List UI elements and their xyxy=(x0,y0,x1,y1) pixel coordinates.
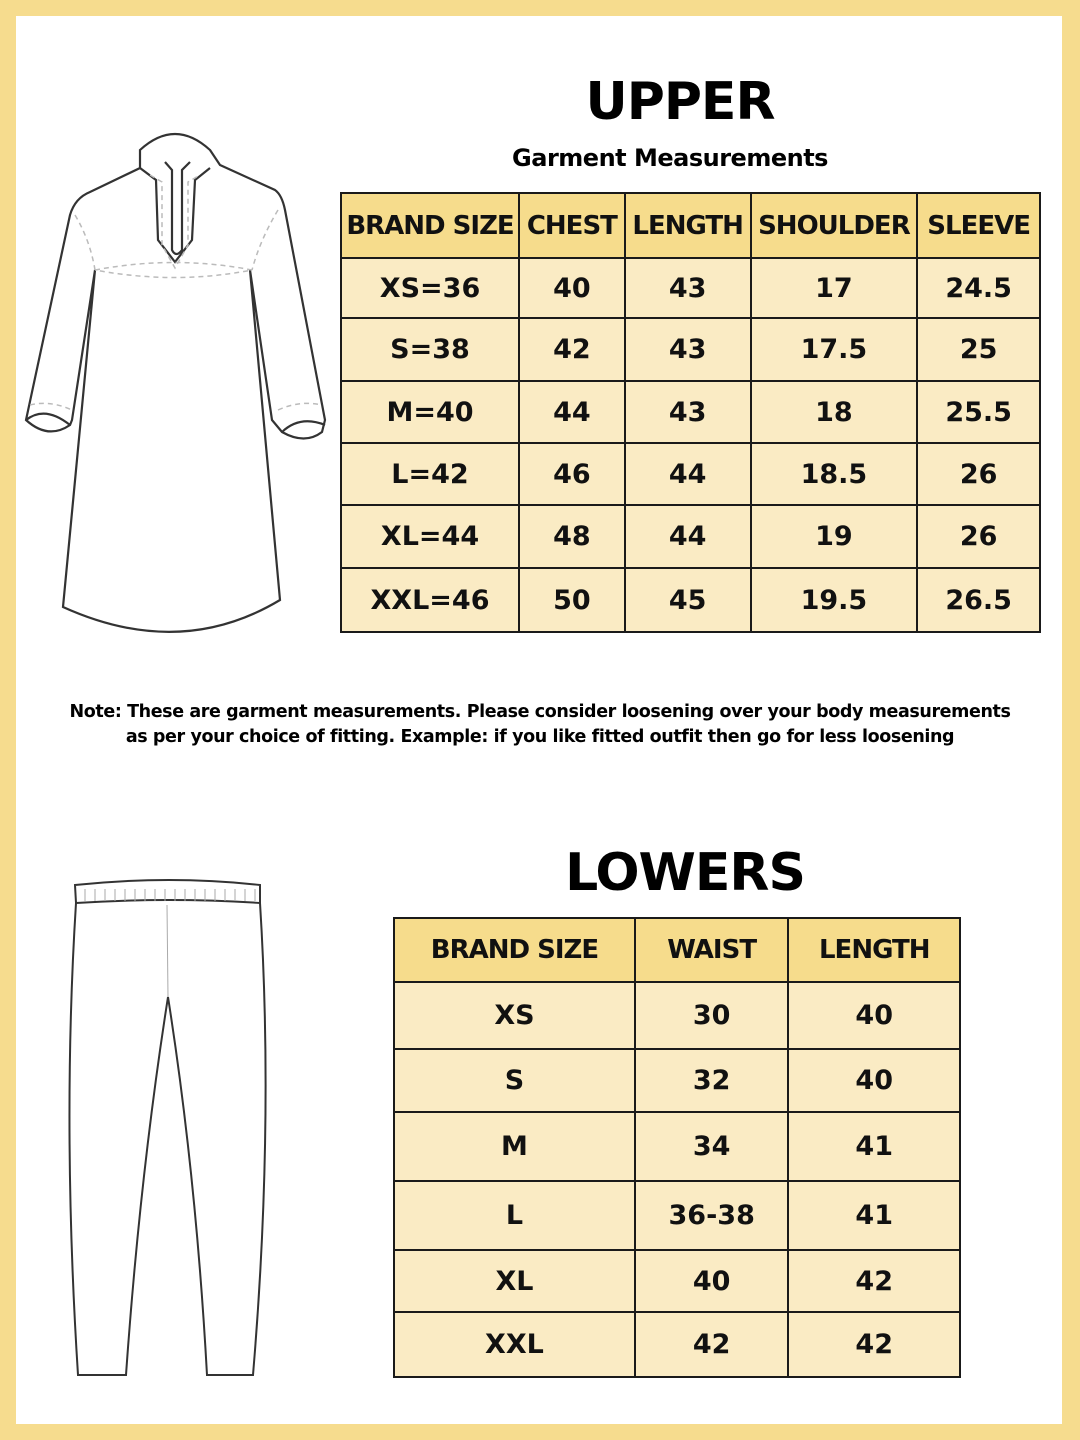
cell: 42 xyxy=(518,317,626,382)
header-sleeve: SLEEVE xyxy=(916,192,1041,259)
cell: 46 xyxy=(518,442,626,506)
cell: 41 xyxy=(787,1180,961,1251)
cell: 36-38 xyxy=(633,1180,790,1251)
measurement-note: Note: These are garment measurements. Pl… xyxy=(40,700,1040,750)
cell: 42 xyxy=(633,1311,790,1378)
header-length: LENGTH xyxy=(787,917,961,983)
cell: 17 xyxy=(749,257,919,319)
cell: S xyxy=(393,1048,636,1113)
cell: XS xyxy=(393,981,636,1050)
cell: 45 xyxy=(623,567,752,633)
cell: 42 xyxy=(787,1249,961,1313)
header-waist: WAIST xyxy=(633,917,790,983)
table-row: XS=36 40 43 17 24.5 xyxy=(340,257,1041,319)
header-shoulder: SHOULDER xyxy=(749,192,919,259)
cell: 44 xyxy=(518,380,626,444)
cell: 25.5 xyxy=(916,380,1041,444)
cell: 44 xyxy=(623,504,752,569)
cell: 34 xyxy=(633,1111,790,1182)
lowers-size-table: BRAND SIZE WAIST LENGTH XS 30 40 S 32 40 M 34… xyxy=(393,917,961,1378)
cell: M=40 xyxy=(340,380,520,444)
cell: 26.5 xyxy=(916,567,1041,633)
header-length: LENGTH xyxy=(623,192,752,259)
cell: XXL xyxy=(393,1311,636,1378)
cell: L xyxy=(393,1180,636,1251)
cell: 18.5 xyxy=(749,442,919,506)
cell: 41 xyxy=(787,1111,961,1182)
cell: S=38 xyxy=(340,317,520,382)
kurta-illustration xyxy=(24,132,327,633)
cell: 24.5 xyxy=(916,257,1041,319)
cell: 26 xyxy=(916,504,1041,569)
table-row: M=40 44 43 18 25.5 xyxy=(340,380,1041,444)
table-row: XL=44 48 44 19 26 xyxy=(340,504,1041,569)
cell: 19 xyxy=(749,504,919,569)
upper-size-table: BRAND SIZE CHEST LENGTH SHOULDER SLEEVE … xyxy=(340,192,1041,633)
cell: XS=36 xyxy=(340,257,520,319)
header-brand-size: BRAND SIZE xyxy=(340,192,520,259)
cell: 42 xyxy=(787,1311,961,1378)
cell: 50 xyxy=(518,567,626,633)
cell: XXL=46 xyxy=(340,567,520,633)
lowers-title: LOWERS xyxy=(565,843,806,903)
table-row: S=38 42 43 17.5 25 xyxy=(340,317,1041,382)
cell: 44 xyxy=(623,442,752,506)
cell: 17.5 xyxy=(749,317,919,382)
cell: 43 xyxy=(623,257,752,319)
upper-subtitle: Garment Measurements xyxy=(512,144,828,172)
cell: 25 xyxy=(916,317,1041,382)
cell: 48 xyxy=(518,504,626,569)
cell: 32 xyxy=(633,1048,790,1113)
note-line-2: as per your choice of fitting. Example: … xyxy=(125,727,955,747)
cell: 40 xyxy=(518,257,626,319)
cell: L=42 xyxy=(340,442,520,506)
table-row: XXL=46 50 45 19.5 26.5 xyxy=(340,567,1041,633)
cell: 43 xyxy=(623,317,752,382)
pants-illustration xyxy=(68,879,267,1376)
table-row: XS 30 40 xyxy=(393,981,961,1050)
header-chest: CHEST xyxy=(518,192,626,259)
cell: XL=44 xyxy=(340,504,520,569)
note-line-1: Note: These are garment measurements. Pl… xyxy=(69,702,1011,722)
cell: 40 xyxy=(787,981,961,1050)
table-row: S 32 40 xyxy=(393,1048,961,1113)
cell: 30 xyxy=(633,981,790,1050)
table-row: XXL 42 42 xyxy=(393,1311,961,1378)
cell: 18 xyxy=(749,380,919,444)
cell: 19.5 xyxy=(749,567,919,633)
table-header-row: BRAND SIZE CHEST LENGTH SHOULDER SLEEVE xyxy=(340,192,1041,259)
table-row: XL 40 42 xyxy=(393,1249,961,1313)
table-header-row: BRAND SIZE WAIST LENGTH xyxy=(393,917,961,983)
cell: 40 xyxy=(633,1249,790,1313)
header-brand-size: BRAND SIZE xyxy=(393,917,636,983)
cell: 40 xyxy=(787,1048,961,1113)
cell: M xyxy=(393,1111,636,1182)
table-row: L=42 46 44 18.5 26 xyxy=(340,442,1041,506)
upper-title: UPPER xyxy=(585,72,775,132)
cell: XL xyxy=(393,1249,636,1313)
cell: 26 xyxy=(916,442,1041,506)
table-row: L 36-38 41 xyxy=(393,1180,961,1251)
cell: 43 xyxy=(623,380,752,444)
table-row: M 34 41 xyxy=(393,1111,961,1182)
